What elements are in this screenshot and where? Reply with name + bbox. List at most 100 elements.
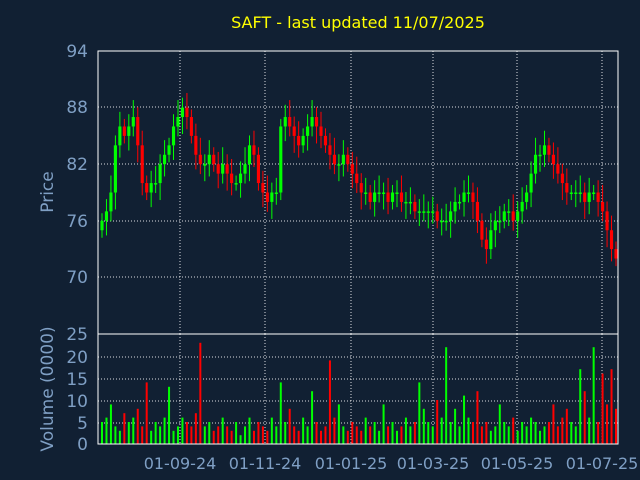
candle-body: [113, 145, 117, 193]
candle-body: [332, 154, 336, 165]
volume-bar: [190, 426, 193, 444]
x-tick-label: 01-09-24: [144, 454, 217, 473]
volume-bar: [561, 417, 564, 444]
candle-body: [520, 201, 524, 212]
volume-bar: [382, 404, 385, 444]
candle-body: [507, 211, 511, 213]
candle-body: [100, 220, 104, 231]
volume-bar: [114, 426, 117, 444]
candle-body: [547, 145, 551, 155]
candle-body: [355, 173, 359, 184]
volume-bar: [315, 422, 318, 444]
candle-body: [243, 164, 247, 174]
candle-body: [171, 126, 176, 146]
volume-bar: [588, 417, 591, 444]
candle-body: [158, 164, 162, 184]
volume-bar: [306, 426, 309, 444]
volume-bar: [355, 426, 358, 444]
candle-body: [458, 201, 462, 204]
volume-bar: [266, 430, 269, 444]
volume-bar: [261, 426, 264, 444]
volume-bar: [552, 404, 555, 444]
volume-bar: [203, 426, 206, 444]
volume-bar: [328, 360, 331, 444]
volume-bar: [346, 430, 349, 444]
candle-body: [122, 126, 126, 136]
candle-body: [189, 117, 193, 136]
volume-bar: [284, 422, 287, 444]
candle-body: [377, 192, 381, 194]
volume-axis-label: Volume (0000): [38, 326, 58, 451]
price-panel-frame: [97, 50, 619, 335]
candle-body: [368, 192, 372, 202]
volume-bar: [512, 417, 515, 444]
volume-bar: [208, 422, 211, 444]
volume-bar: [409, 426, 412, 444]
candle-body: [283, 117, 287, 127]
candle-body: [341, 154, 345, 165]
candle-body: [274, 192, 278, 194]
candle-body: [417, 211, 421, 213]
candle-body: [346, 154, 350, 165]
volume-bar: [431, 426, 434, 444]
volume-tick-label: 5: [77, 414, 88, 434]
candle-body: [538, 154, 542, 157]
candle-body: [529, 173, 533, 193]
candle-body: [337, 164, 341, 166]
volume-bar: [543, 426, 546, 444]
candle-body: [265, 192, 269, 202]
volume-bar: [364, 417, 367, 444]
candle-body: [609, 230, 614, 250]
volume-bar: [579, 369, 582, 444]
candle-body: [413, 201, 417, 212]
volume-bar: [494, 426, 497, 444]
volume-bar: [288, 408, 291, 444]
candle-body: [440, 220, 444, 223]
candle-body: [198, 154, 202, 165]
candle-body: [230, 173, 234, 184]
candle-body: [449, 211, 453, 221]
candle-body: [435, 211, 439, 221]
candle-body: [516, 211, 520, 221]
volume-bar: [221, 417, 224, 444]
candle-body: [493, 220, 497, 231]
candle-body: [109, 192, 113, 212]
candle-body: [574, 192, 578, 194]
volume-bar: [601, 373, 604, 444]
volume-bar: [369, 426, 372, 444]
volume-bar: [235, 422, 238, 444]
volume-panel-frame: [97, 333, 619, 445]
candle-body: [408, 201, 412, 204]
volume-bar: [297, 430, 300, 444]
volume-bar: [458, 426, 461, 444]
candle-body: [194, 135, 198, 155]
price-tick-label: 88: [66, 98, 88, 118]
volume-bar: [534, 422, 537, 444]
candle-body: [382, 192, 386, 194]
volume-bar: [168, 386, 171, 444]
volume-bar: [436, 400, 439, 444]
candle-body: [601, 201, 605, 212]
candle-body: [596, 192, 600, 202]
candle-body: [462, 192, 466, 202]
volume-bar: [467, 417, 470, 444]
candle-body: [614, 249, 618, 259]
volume-bar: [185, 422, 188, 444]
volume-bar: [293, 426, 296, 444]
candle-body: [350, 164, 354, 174]
candle-body: [560, 173, 564, 184]
volume-bar: [270, 417, 273, 444]
candle-body: [426, 211, 430, 213]
volume-bar: [597, 422, 600, 444]
volume-bar: [320, 430, 323, 444]
candle-body: [154, 183, 158, 185]
price-tick-label: 94: [66, 42, 88, 62]
volume-bar: [324, 426, 327, 444]
candle-body: [279, 126, 283, 193]
volume-tick-label: 10: [66, 392, 88, 412]
candle-body: [270, 192, 274, 202]
volume-bar: [150, 430, 153, 444]
volume-bar: [181, 417, 184, 444]
volume-bar: [530, 417, 533, 444]
